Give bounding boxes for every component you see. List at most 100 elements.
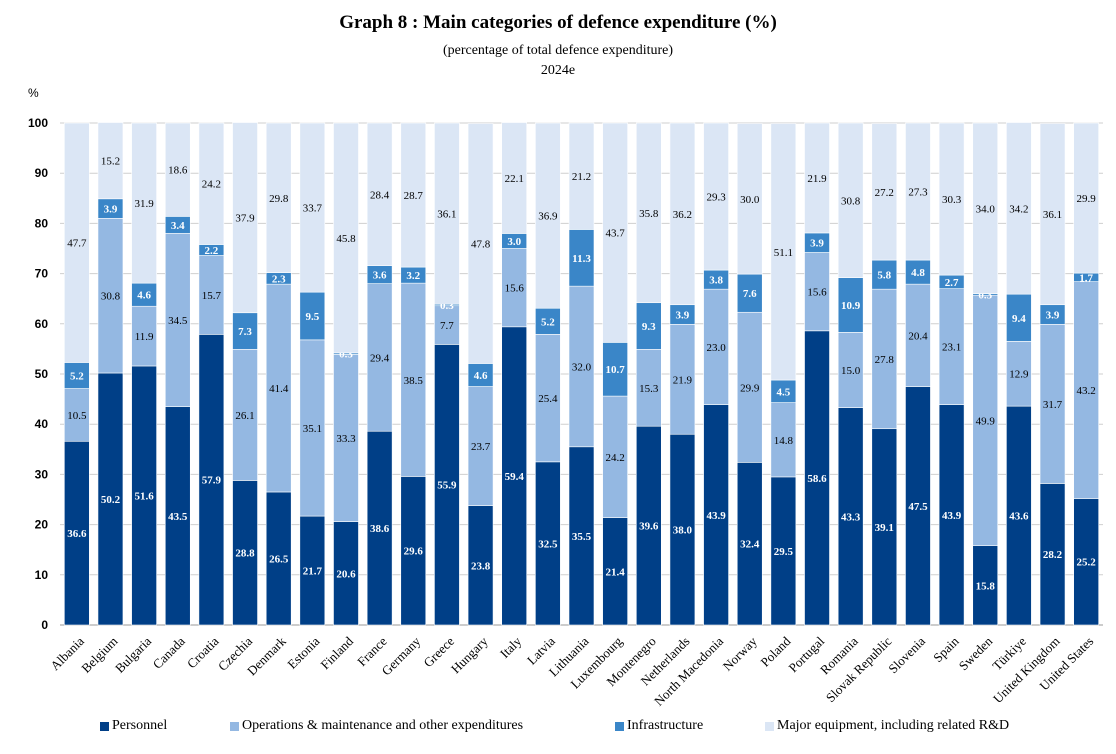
chart-title: Graph 8 : Main categories of defence exp… <box>339 12 777 33</box>
data-label-infrastructure: 3.9 <box>104 204 118 216</box>
bar-segment-infrastructure <box>837 277 864 333</box>
bar-segment-equipment <box>938 122 965 276</box>
x-tick-label: Belgium <box>78 634 120 676</box>
data-label-operations: 32.0 <box>572 361 592 373</box>
bar-segment-operations <box>770 402 797 478</box>
data-label-personnel: 39.6 <box>639 521 659 533</box>
data-label-operations: 38.5 <box>404 375 424 387</box>
data-label-equipment: 27.3 <box>908 187 928 199</box>
data-label-equipment: 30.0 <box>740 194 760 206</box>
data-label-infrastructure: 2.7 <box>945 277 959 289</box>
y-tick-label: 40 <box>35 417 49 431</box>
bar-segment-operations <box>804 252 830 332</box>
data-label-equipment: 21.2 <box>572 171 591 183</box>
bar-segment-infrastructure <box>64 362 90 389</box>
data-label-infrastructure: 5.2 <box>70 371 84 383</box>
bar-segment-personnel <box>938 404 965 626</box>
data-label-operations: 31.7 <box>1043 399 1063 411</box>
bar-segment-operations <box>434 305 460 345</box>
data-label-equipment: 15.2 <box>101 156 120 168</box>
data-label-infrastructure: 5.8 <box>877 270 891 282</box>
bar-segment-infrastructure <box>736 273 763 313</box>
data-label-operations: 15.6 <box>807 287 827 299</box>
data-label-equipment: 47.7 <box>67 238 87 250</box>
bar-segment-personnel <box>669 433 696 626</box>
bar-segment-infrastructure <box>535 307 561 335</box>
data-label-infrastructure: 4.8 <box>911 267 925 279</box>
bar-segment-equipment <box>703 122 729 271</box>
bar-segment-personnel <box>736 462 763 626</box>
data-label-equipment: 51.1 <box>774 247 793 259</box>
bar-segment-operations <box>400 282 427 477</box>
data-label-equipment: 29.9 <box>1077 193 1097 205</box>
bar-segment-personnel <box>400 476 427 626</box>
bar-segment-operations <box>198 255 225 335</box>
chart-legend: Personnel Operations & maintenance and o… <box>100 718 1100 740</box>
data-label-infrastructure: 2.3 <box>272 273 286 285</box>
chart-subtitle: (percentage of total defence expenditure… <box>442 43 674 58</box>
data-label-personnel: 50.2 <box>101 494 121 506</box>
x-tick-label: Sweden <box>956 633 996 673</box>
bar-segment-equipment <box>871 123 898 261</box>
bar-segment-equipment <box>299 122 326 293</box>
bar-segment-personnel <box>467 505 494 626</box>
bar-segment-equipment <box>1006 122 1032 295</box>
bar-segment-personnel <box>232 480 258 626</box>
data-label-operations: 23.1 <box>942 342 961 354</box>
data-label-infrastructure: 9.5 <box>305 311 319 323</box>
data-label-infrastructure: 11.3 <box>572 253 591 265</box>
bar-segment-personnel <box>434 344 460 626</box>
data-label-operations: 12.9 <box>1009 369 1029 381</box>
data-label-personnel: 32.4 <box>740 539 760 551</box>
data-label-personnel: 15.8 <box>976 580 996 592</box>
data-label-equipment: 28.4 <box>370 189 390 201</box>
bar-segment-equipment <box>400 122 427 268</box>
data-label-operations: 23.0 <box>706 342 726 354</box>
data-label-personnel: 21.7 <box>303 566 323 578</box>
bar-segment-operations <box>635 349 662 427</box>
data-label-infrastructure: 9.3 <box>642 321 656 333</box>
data-label-personnel: 43.6 <box>1009 511 1029 523</box>
bar-segment-operations <box>265 283 292 493</box>
bar-segment-equipment <box>635 122 662 304</box>
data-label-personnel: 35.5 <box>572 531 592 543</box>
bar-segment-personnel <box>568 446 595 626</box>
bar-segment-operations <box>1073 281 1099 499</box>
data-label-infrastructure: 3.8 <box>709 275 723 287</box>
bar-segment-equipment <box>905 122 931 261</box>
data-label-operations: 10.5 <box>67 410 87 422</box>
bar-segment-infrastructure <box>602 342 628 397</box>
data-label-personnel: 32.5 <box>538 538 558 550</box>
x-tick-label: Finland <box>317 633 356 672</box>
y-tick-label: 0 <box>41 618 48 632</box>
data-label-equipment: 47.8 <box>471 238 491 250</box>
data-label-infrastructure: 2.2 <box>205 245 219 257</box>
bar-segment-personnel <box>265 491 292 626</box>
data-label-operations: 23.7 <box>471 441 491 453</box>
data-label-personnel: 51.6 <box>134 490 154 502</box>
data-label-operations: 27.8 <box>875 354 895 366</box>
data-label-equipment: 35.8 <box>639 208 659 220</box>
bar-segment-operations <box>299 339 326 517</box>
data-label-equipment: 43.7 <box>606 228 626 240</box>
bar-segment-operations <box>164 233 191 407</box>
y-tick-label: 20 <box>35 518 49 532</box>
data-label-operations: 34.5 <box>168 315 188 327</box>
bar-segment-operations <box>467 386 494 506</box>
bar-segment-personnel <box>299 515 326 626</box>
data-label-equipment: 22.1 <box>505 173 524 185</box>
data-label-equipment: 36.2 <box>673 209 692 221</box>
bar-segment-equipment <box>434 122 460 305</box>
bar-segment-operations <box>1006 341 1032 407</box>
bar-segment-infrastructure <box>232 312 258 350</box>
bar-segment-operations <box>602 395 628 518</box>
data-label-infrastructure: 3.9 <box>1046 310 1060 322</box>
x-tick-label: Norway <box>720 633 761 674</box>
bar-segment-operations <box>366 283 393 432</box>
legend-item-operations: Operations & maintenance and other expen… <box>230 718 523 734</box>
y-tick-label: 100 <box>28 116 48 130</box>
data-label-operations: 25.4 <box>538 393 558 405</box>
data-label-infrastructure: 3.0 <box>507 236 521 248</box>
data-label-equipment: 36.1 <box>437 209 456 221</box>
data-label-infrastructure: 5.2 <box>541 316 555 328</box>
